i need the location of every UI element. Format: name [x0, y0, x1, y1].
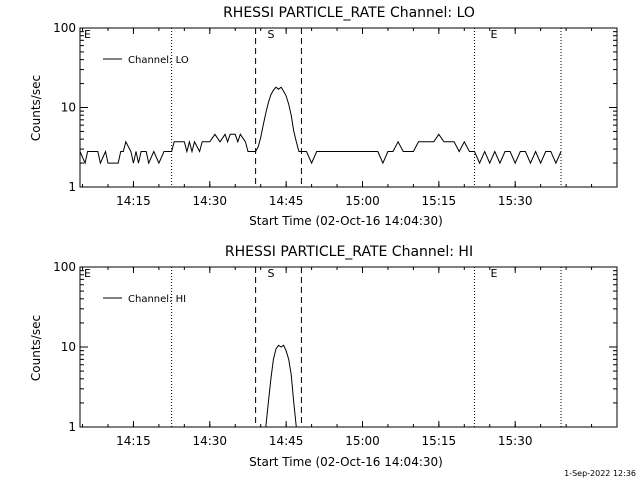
chart-panel-lo: RHESSI PARTICLE_RATE Channel: LO Counts/… — [29, 5, 618, 228]
x-tick-label: 14:15 — [116, 194, 151, 208]
marker-letter: E — [491, 267, 498, 280]
dynamic-marks: 14:15 14:30 14:45 15:00 15:15 15:30 1 10 100 — [53, 260, 618, 448]
x-tick-label: 14:15 — [116, 434, 151, 448]
chart-panel-hi: RHESSI PARTICLE_RATE Channel: HI Counts/… — [29, 244, 618, 469]
dynamic-marks: 14:15 14:30 14:45 15:00 15:15 15:30 1 10 100 — [53, 21, 618, 208]
series-line — [265, 344, 297, 428]
plot-frame — [79, 27, 618, 188]
x-tick-label: 14:45 — [269, 194, 304, 208]
x-tick-label: 15:15 — [422, 434, 457, 448]
marker-letter: S — [268, 267, 275, 280]
legend-entry: Channel: LO — [128, 55, 189, 66]
marker-letter: E — [84, 267, 91, 280]
marker-letter: E — [84, 28, 91, 41]
marker-letter: E — [491, 28, 498, 41]
x-axis-label: Start Time (02-Oct-16 14:04:30) — [249, 214, 443, 228]
y-tick-label: 10 — [61, 340, 76, 354]
x-tick-label: 14:30 — [192, 434, 227, 448]
legend-entry: Channel: HI — [128, 294, 186, 305]
x-tick-label: 15:00 — [345, 434, 380, 448]
x-tick-label: 15:00 — [345, 194, 380, 208]
marker-letter: S — [268, 28, 275, 41]
x-tick-label: 14:45 — [269, 434, 304, 448]
y-tick-label: 1 — [68, 420, 76, 434]
footer-timestamp: 1-Sep-2022 12:36 — [564, 469, 636, 478]
y-axis-label: Counts/sec — [29, 315, 43, 381]
x-tick-label: 15:30 — [498, 434, 533, 448]
series-line — [79, 86, 562, 165]
chart-title: RHESSI PARTICLE_RATE Channel: HI — [225, 244, 473, 260]
x-tick-label: 15:30 — [498, 194, 533, 208]
y-tick-label: 100 — [53, 21, 76, 35]
x-tick-label: 15:15 — [422, 194, 457, 208]
chart-title: RHESSI PARTICLE_RATE Channel: LO — [223, 5, 475, 21]
y-tick-label: 100 — [53, 260, 76, 274]
y-axis-label: Counts/sec — [29, 75, 43, 141]
plot-frame — [79, 266, 618, 428]
x-tick-label: 14:30 — [192, 194, 227, 208]
y-tick-label: 1 — [68, 180, 76, 194]
x-axis-label: Start Time (02-Oct-16 14:04:30) — [249, 455, 443, 469]
y-tick-label: 10 — [61, 101, 76, 115]
